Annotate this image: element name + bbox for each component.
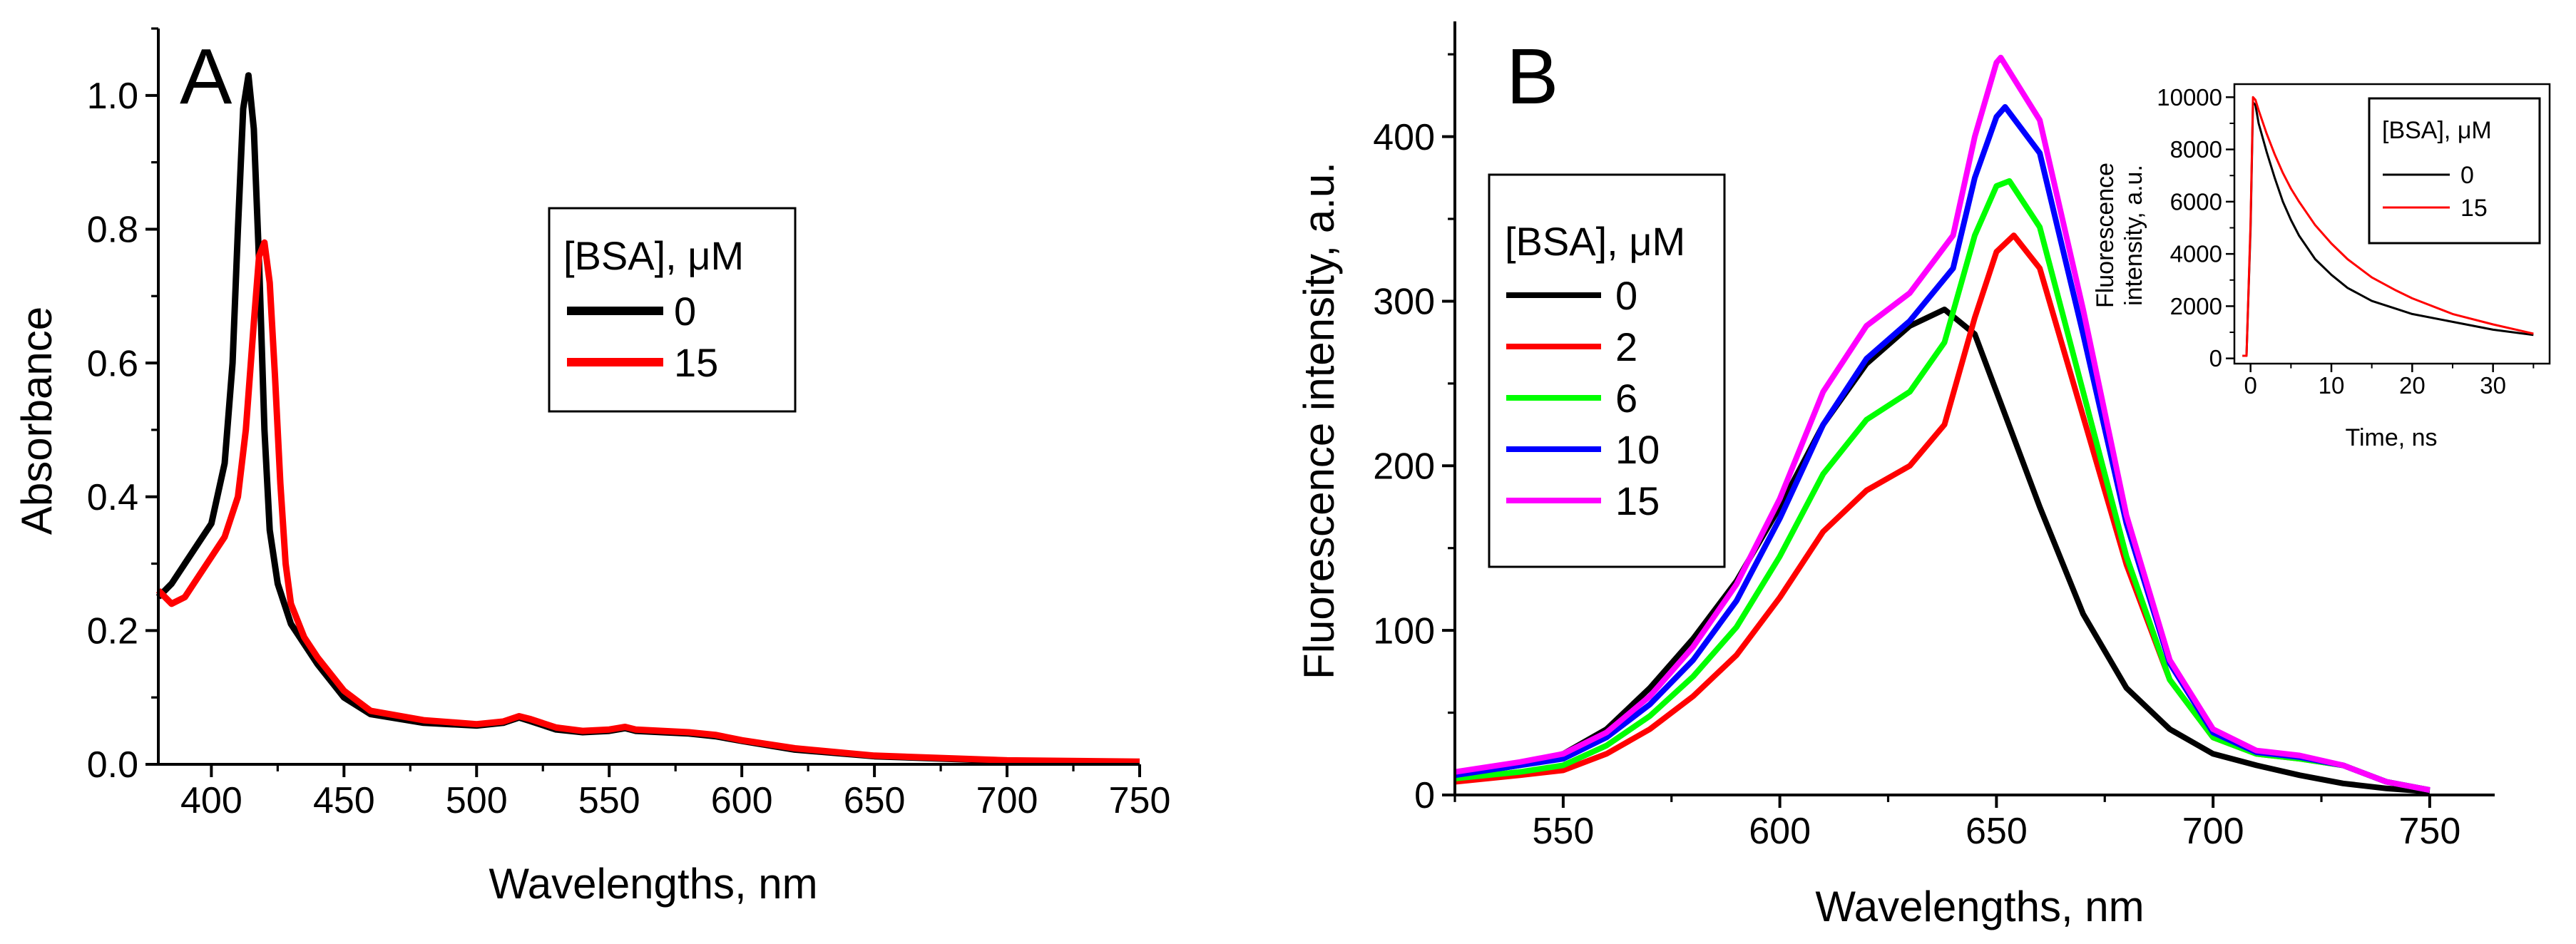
panel-a-x-tick-label: 750 [1109,780,1171,821]
panel-b-y-tick-label: 400 [1373,117,1435,158]
panel-b-y-axis-label: Fluorescence intensity, a.u. [1295,162,1343,679]
inset-x-ticks: 0 10 20 30 [2244,364,2535,399]
panel-a-x-axis-label: Wavelengths, nm [489,860,817,908]
inset-series-15 [2242,96,2534,357]
inset-y-ticks: 0 2000 4000 6000 8000 10000 [2157,84,2234,371]
panel-b-y-tick-label: 0 [1414,775,1435,816]
panel-b-y-tick-label: 300 [1373,282,1435,323]
panel-b-y-tick-label: 200 [1373,446,1435,487]
panel-b-x-tick-label: 550 [1532,811,1594,852]
inset-curves [2242,96,2534,357]
inset-legend-label-0: 0 [2460,162,2474,189]
panel-a-legend-label-15: 15 [674,340,718,385]
panel-a-x-tick-label: 700 [976,780,1038,821]
panel-a-x-tick-label: 500 [446,780,508,821]
panel-b-label: B [1506,33,1558,120]
panel-b-x-ticks: 550 600 650 700 750 [1453,795,2460,852]
panel-b-legend-label-6: 6 [1615,376,1637,421]
panel-a-legend-label-0: 0 [674,289,696,334]
panel-b-legend-label-2: 2 [1615,324,1637,369]
panel-b-legend-label-15: 15 [1615,478,1660,523]
panel-b-series-0 [1454,307,2431,795]
panel-a-y-tick-label: 0.4 [87,477,138,518]
panel-b-x-axis-label: Wavelengths, nm [1815,883,2144,930]
inset-x-tick-label: 30 [2480,372,2506,399]
panel-a-y-ticks: 0.0 0.2 0.4 0.6 0.8 1.0 [87,27,158,786]
panel-a-label: A [180,33,232,120]
panel-b-legend-title: [BSA], μM [1505,219,1685,264]
inset-x-tick-label: 0 [2244,372,2256,399]
panel-a: A 400 450 500 550 600 650 700 750 0.00.20.40.60… [13,27,1170,908]
inset-y-axis-label-line-2: intensity, a.u. [2120,165,2147,306]
panel-b-x-tick-label: 650 [1966,811,2028,852]
panel-a-curves [155,72,1140,766]
panel-b-legend: [BSA], μM 0 2 6 10 15 [1488,173,1726,568]
panel-b-y-tick-label: 100 [1373,610,1435,652]
inset-x-tick-label: 20 [2399,372,2426,399]
inset-y-tick-label: 8000 [2170,136,2222,163]
panel-a-y-tick-label: 0.0 [87,744,138,786]
inset-y-axis-label-line-1: Fluorescence [2092,163,2119,308]
panel-a-y-tick-label: 1.0 [87,76,138,117]
inset-y-tick-label: 2000 [2170,293,2222,319]
panel-b-legend-label-10: 10 [1615,427,1660,472]
panel-a-y-tick-label: 0.6 [87,343,138,384]
inset-y-tick-label: 6000 [2170,188,2222,215]
panel-b-curves [1454,54,2431,795]
inset-y-tick-label: 4000 [2170,241,2222,267]
panel-a-series-0 [155,72,1140,766]
inset-legend-box [2368,97,2541,245]
inset-legend: [BSA], μM 0 15 [2368,97,2541,245]
panel-a-y-tick-label: 0.8 [87,210,138,251]
inset-x-axis-label: Time, ns [2345,424,2437,451]
panel-b-x-tick-label: 600 [1749,811,1811,852]
inset-axes [2233,83,2551,365]
panel-a-x-tick-label: 400 [180,780,242,821]
panel-b-y-ticks: 0 100 200 300 400 [1373,53,1455,816]
panel-b-x-tick-label: 750 [2398,811,2460,852]
inset-frame [2233,83,2551,365]
panel-b-series-15 [1454,54,2431,794]
panel-a-legend: [BSA], μM 0 15 [548,207,797,413]
panel-a-y-axis-label: Absorbance [13,307,61,535]
panel-a-x-tick-label: 600 [711,780,773,821]
inset-legend-title: [BSA], μM [2382,117,2492,144]
panel-a-x-tick-label: 650 [844,780,906,821]
inset-x-tick-label: 10 [2319,372,2345,399]
panel-a-x-tick-label: 550 [578,780,640,821]
inset-legend-label-15: 15 [2460,195,2488,222]
panel-a-y-tick-label: 0.2 [87,611,138,652]
panel-a-x-ticks: 400 450 500 550 600 650 700 750 [180,764,1170,821]
panel-a-x-tick-label: 450 [313,780,375,821]
panel-a-axes [157,29,1140,766]
inset-y-tick-label: 10000 [2157,84,2222,111]
panel-b-x-tick-label: 700 [2182,811,2244,852]
inset-y-tick-label: 0 [2209,345,2222,371]
panel-a-series-15 [155,239,1140,765]
panel-b-legend-label-0: 0 [1615,273,1637,318]
panel-a-legend-title: [BSA], μM [563,233,744,278]
